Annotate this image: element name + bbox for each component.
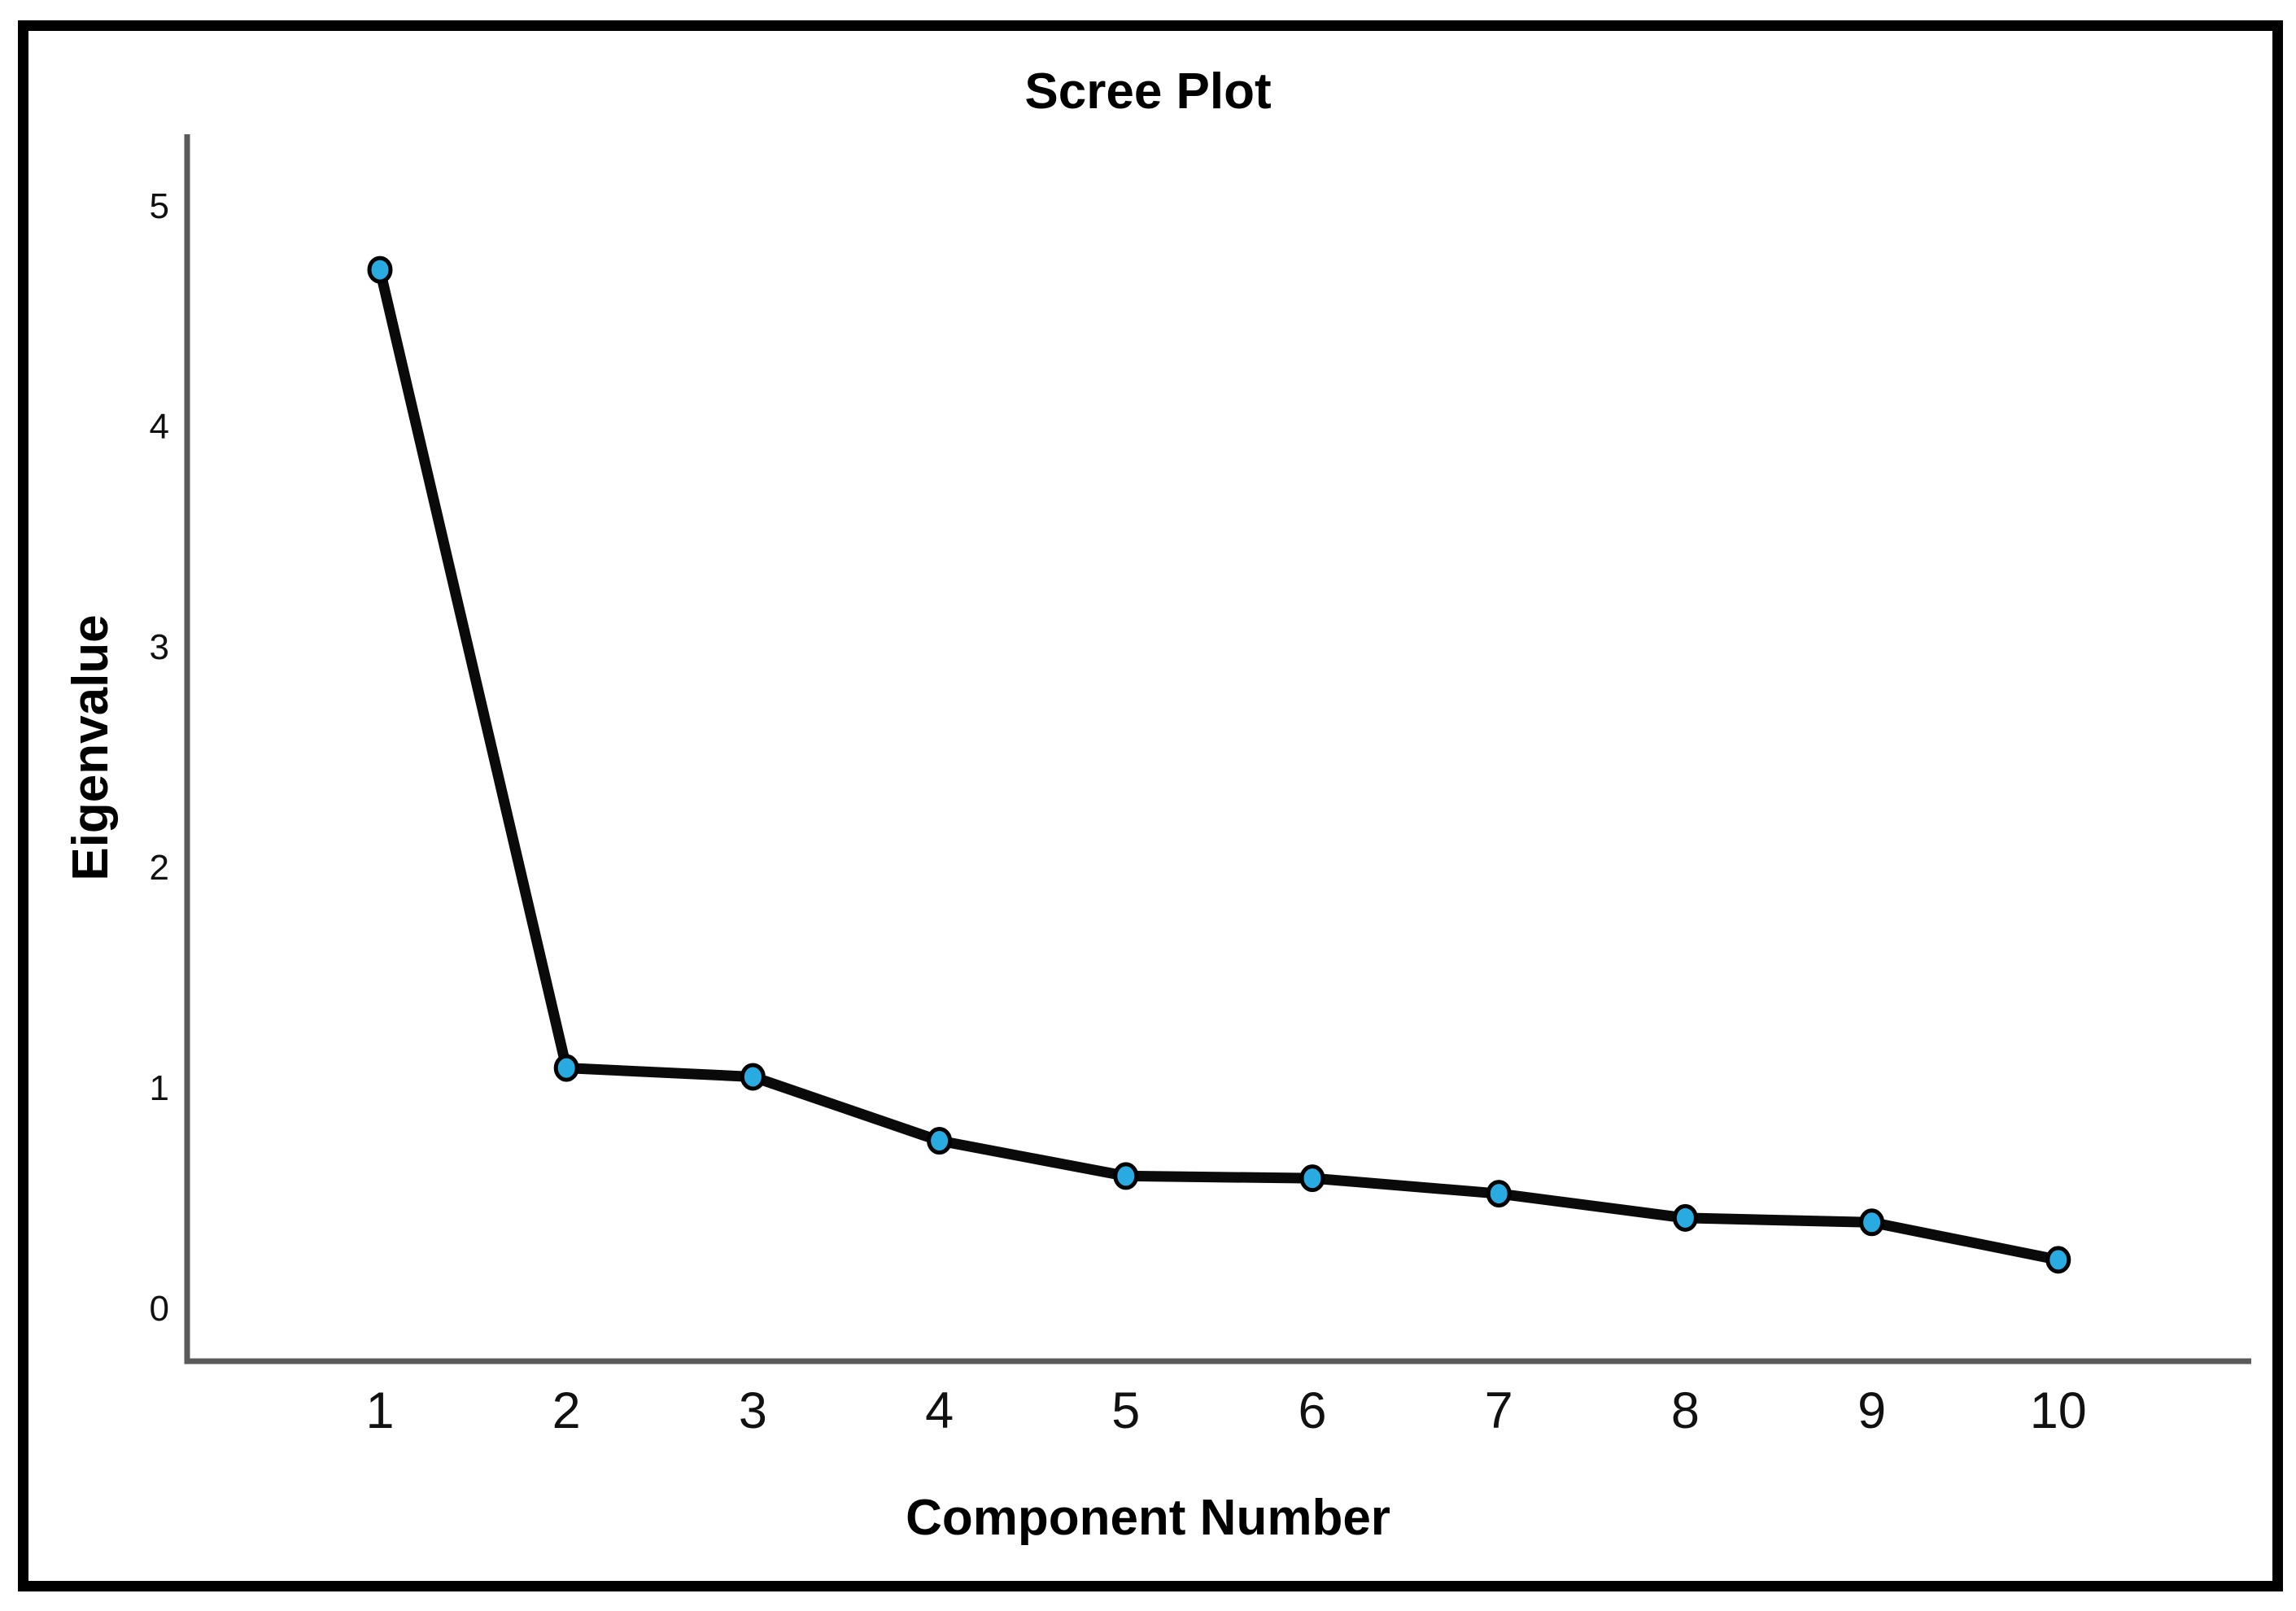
data-point-marker <box>2045 1246 2071 1274</box>
data-point-marker <box>927 1127 953 1155</box>
x-tick-label: 9 <box>1857 1382 1886 1439</box>
eigenvalue-line <box>374 264 2064 1265</box>
data-point-marker <box>553 1054 579 1082</box>
data-point-marker <box>367 255 393 284</box>
y-tick-label: 0 <box>150 1289 169 1329</box>
y-tick-label: 4 <box>150 407 169 447</box>
data-point-marker <box>1672 1203 1698 1232</box>
data-point-marker <box>1299 1164 1325 1193</box>
x-tick-label: 1 <box>365 1382 394 1439</box>
x-tick-label: 8 <box>1671 1382 1700 1439</box>
x-axis-title: Component Number <box>906 1490 1390 1546</box>
chart-title: Scree Plot <box>1024 63 1272 120</box>
x-tick-label: 4 <box>925 1382 954 1439</box>
y-tick-label: 1 <box>150 1068 169 1108</box>
figure-frame <box>18 20 2283 1591</box>
x-tick-label: 6 <box>1298 1382 1326 1439</box>
x-tick-label: 5 <box>1111 1382 1140 1439</box>
y-tick-label: 2 <box>150 848 169 888</box>
data-point-marker <box>1486 1180 1512 1208</box>
data-point-marker <box>740 1063 766 1091</box>
data-point-marker <box>1113 1162 1139 1190</box>
x-tick-label: 7 <box>1485 1382 1513 1439</box>
x-tick-label: 2 <box>552 1382 581 1439</box>
x-tick-label: 3 <box>739 1382 767 1439</box>
x-tick-label: 10 <box>2030 1382 2087 1439</box>
y-tick-label: 3 <box>150 627 169 667</box>
y-tick-label: 5 <box>150 186 169 226</box>
data-point-marker <box>1859 1208 1885 1237</box>
